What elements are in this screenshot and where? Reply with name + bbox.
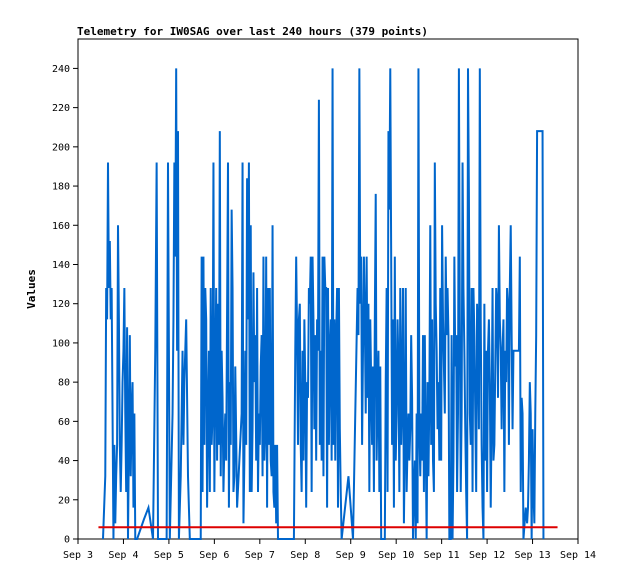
x-tick-label: Sep 9	[336, 550, 366, 561]
plot-frame	[77, 38, 579, 540]
y-tick-label: 40	[58, 456, 70, 467]
x-tick-label: Sep 8	[290, 550, 320, 561]
y-tick-label: 180	[52, 182, 70, 193]
series-layer	[102, 68, 545, 540]
y-tick-label: 100	[52, 338, 70, 349]
x-tick-label: Sep 13	[514, 550, 550, 561]
x-tick-label: Sep 3	[63, 550, 93, 561]
x-tick-label: Sep 12	[469, 550, 505, 561]
y-tick-label: 120	[52, 299, 70, 310]
x-tick-label: Sep 10	[378, 550, 414, 561]
x-tick-label: Sep 4	[108, 550, 138, 561]
x-tick-label: Sep 5	[154, 550, 184, 561]
y-tick-label: 240	[52, 64, 70, 75]
y-tick-label: 160	[52, 221, 70, 232]
y-tick-label: 60	[58, 417, 70, 428]
y-axis: 0 20 40 60 80 100 120 140 160 180 200 220 240	[52, 64, 78, 546]
x-tick-label: Sep 6	[199, 550, 229, 561]
x-tick-label: Sep 7	[245, 550, 275, 561]
y-axis-title: Values	[25, 269, 38, 309]
y-tick-label: 0	[64, 535, 70, 546]
x-tick-label: Sep 14	[560, 550, 596, 561]
y-tick-label: 80	[58, 378, 70, 389]
series-line-0	[102, 68, 545, 540]
x-axis: Sep 3 Sep 4 Sep 5 Sep 6 Sep 7 Sep 8 Sep 9 Sep 1…	[63, 539, 596, 561]
chart-title: Telemetry for IW0SAG over last 240 hours…	[77, 25, 428, 38]
y-tick-label: 200	[52, 142, 70, 153]
x-tick-label: Sep 11	[424, 550, 460, 561]
y-tick-label: 20	[58, 495, 70, 506]
y-tick-label: 220	[52, 103, 70, 114]
y-tick-label: 140	[52, 260, 70, 271]
